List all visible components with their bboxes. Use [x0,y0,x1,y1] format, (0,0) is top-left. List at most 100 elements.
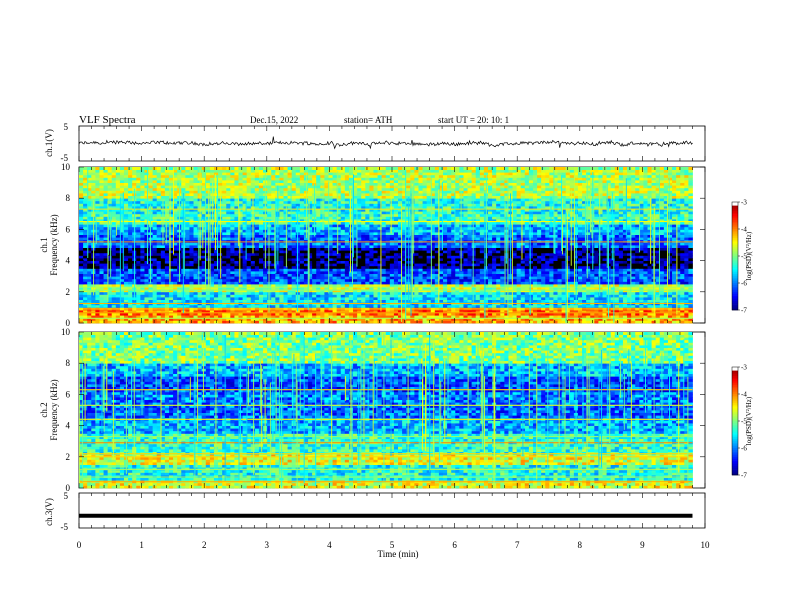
spectrogram-cell [201,284,207,287]
spectrogram-cell [332,315,338,319]
spectrogram-cell [663,278,669,282]
spectrogram-cell [287,299,293,303]
spectrogram-cell [430,250,436,254]
spectrogram-cell [299,294,305,298]
spectrogram-cell [467,263,473,267]
spectrogram-cell [336,320,342,324]
spectrogram-cell [520,247,526,251]
spectrogram-cell [168,265,174,269]
spectrogram-cell [312,237,317,241]
spectrogram-cell [524,271,530,274]
spectrogram-cell [168,260,174,264]
spectrogram-cell [643,299,648,303]
spectrogram-cell [447,291,452,295]
spectrogram-cell [246,242,252,246]
spectrogram-cell [622,265,628,269]
spectrogram-cell [119,299,125,303]
spectrogram-cell [594,315,599,319]
spectrogram-cell [512,258,518,261]
spectrogram-cell [622,252,628,256]
spectrogram-cell [434,252,440,256]
spectrogram-cell [222,304,227,308]
spectrogram-cell [520,258,526,261]
spectrogram-cell [492,265,497,269]
spectrogram-cell [553,252,558,256]
spectrogram-cell [475,297,481,300]
spectrogram-cell [250,276,256,280]
spectrogram-cell [467,317,473,321]
spectrogram-cell [647,273,652,277]
spectrogram-cell [451,294,456,298]
spectrogram-cell [189,281,194,285]
spectrogram-cell [357,276,362,280]
spectrogram-cell [377,242,383,246]
spectrogram-cell [164,245,170,248]
spectrogram-cell [614,317,620,321]
spectrogram-cell [643,273,648,277]
spectrogram-cell [177,286,182,290]
spectrogram-cell [83,286,88,290]
spectrogram-cell [459,317,464,321]
spectrogram-cell [643,258,648,261]
spectrogram-cell [447,284,452,287]
spectrogram-cell [254,245,260,248]
spectrogram-cell [369,268,374,272]
spectrogram-cell [189,239,194,243]
spectrogram-cell [655,320,661,324]
spectrogram-cell [83,263,88,267]
spectrogram-cell [193,268,199,272]
spectrogram-cell [590,304,595,308]
spectrogram-cell [639,286,644,290]
spectrogram-cell [565,320,571,324]
spectrogram-cell [631,276,636,280]
spectrogram-cell [569,304,575,308]
spectrogram-cell [577,310,583,313]
spectrogram-cell [295,310,301,313]
spectrogram-cell [524,320,530,324]
spectrogram-cell [516,258,522,261]
spectrogram-cell [340,271,346,274]
spectrogram-cell [115,299,121,303]
spectrogram-cell [168,312,174,316]
spectrogram-cell [622,291,628,295]
spectrogram-cell [438,317,444,321]
spectrogram-cell [324,252,329,256]
spectrogram-cell [447,242,452,246]
spectrogram-cell [156,245,162,248]
spectrogram-cell [557,245,562,248]
spectrogram-cell [115,250,121,254]
spectrogram-cell [610,252,616,256]
spectrogram-cell [242,310,248,313]
spectrogram-cell [140,278,145,282]
spectrogram-cell [622,320,628,324]
spectrogram-cell [586,263,591,267]
spectrogram-cell [541,297,546,300]
spectrogram-cell [467,242,473,246]
spectrogram-cell [279,268,284,272]
spectrogram-cell [357,252,362,256]
spectrogram-cell [483,320,489,324]
spectrogram-cell [303,263,309,267]
spectrogram-cell [520,294,526,298]
spectrogram-cell [361,237,366,241]
spectrogram-cell [303,297,309,300]
spectrogram-cell [205,242,211,246]
spectrogram-cell [230,284,235,287]
spectrogram-cell [569,250,575,254]
spectrogram-cell [639,310,644,313]
spectrogram-cell [254,263,260,267]
spectrogram-cell [402,237,407,241]
spectrogram-cell [655,310,661,313]
spectrogram-cell [201,291,207,295]
spectrogram-cell [336,250,342,254]
spectrogram-cell [340,276,346,280]
spectrogram-cell [197,299,203,303]
spectrogram-cell [123,320,129,324]
spectrogram-cell [111,291,117,295]
spectrogram-cell [377,258,383,261]
spectrogram-cell [635,265,640,269]
spectrogram-cell [676,258,681,261]
spectrogram-cell [557,263,562,267]
spectrogram-cell [438,252,444,256]
spectrogram-cell [279,258,284,261]
